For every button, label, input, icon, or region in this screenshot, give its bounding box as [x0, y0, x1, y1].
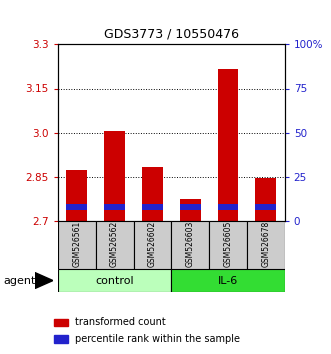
- Bar: [217, 69, 238, 221]
- Bar: [180, 204, 201, 210]
- Bar: [58, 221, 96, 269]
- Text: GSM526605: GSM526605: [223, 221, 232, 267]
- Bar: [142, 167, 163, 221]
- Text: transformed count: transformed count: [75, 318, 166, 327]
- Text: GSM526603: GSM526603: [186, 221, 195, 267]
- Bar: [133, 221, 171, 269]
- Bar: [54, 335, 68, 343]
- Text: control: control: [95, 275, 134, 286]
- Bar: [67, 204, 87, 210]
- Text: agent: agent: [3, 275, 36, 286]
- Bar: [171, 221, 209, 269]
- Bar: [180, 199, 201, 221]
- Text: GDS3773 / 10550476: GDS3773 / 10550476: [104, 28, 239, 41]
- Polygon shape: [35, 273, 53, 289]
- Bar: [256, 178, 276, 221]
- Bar: [142, 204, 163, 210]
- Bar: [104, 204, 125, 210]
- Text: GSM526562: GSM526562: [110, 221, 119, 267]
- Bar: [54, 319, 68, 326]
- Bar: [247, 221, 285, 269]
- Bar: [104, 131, 125, 221]
- Text: GSM526678: GSM526678: [261, 221, 270, 267]
- Bar: [171, 269, 285, 292]
- Bar: [217, 204, 238, 210]
- Text: percentile rank within the sample: percentile rank within the sample: [75, 334, 240, 344]
- Text: GSM526602: GSM526602: [148, 221, 157, 267]
- Bar: [58, 269, 171, 292]
- Bar: [96, 221, 133, 269]
- Text: IL-6: IL-6: [218, 275, 238, 286]
- Bar: [67, 170, 87, 221]
- Bar: [209, 221, 247, 269]
- Text: GSM526561: GSM526561: [72, 221, 81, 267]
- Bar: [256, 204, 276, 210]
